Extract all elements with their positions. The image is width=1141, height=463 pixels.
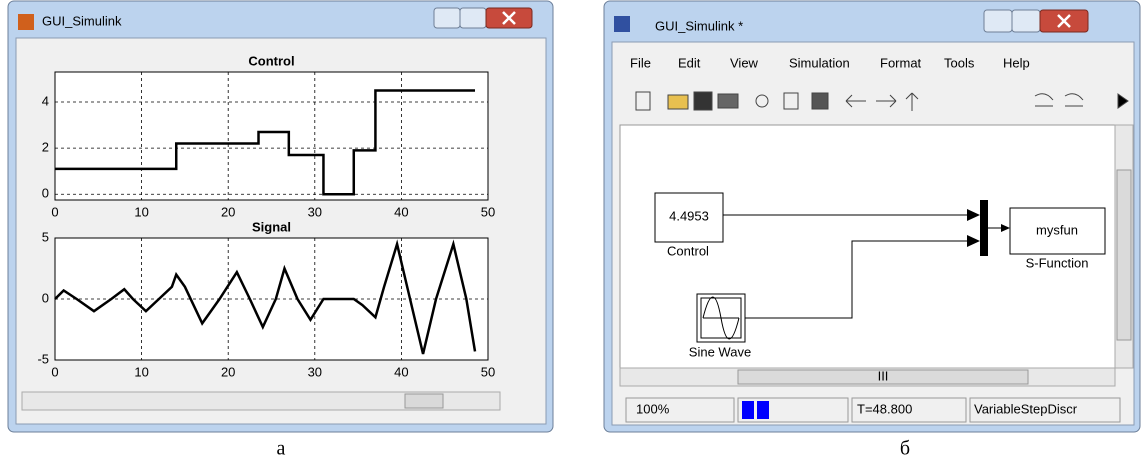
- window-title: GUI_Simulink *: [655, 18, 743, 33]
- maximize-button[interactable]: [1011, 9, 1041, 33]
- y-tick-label: -5: [37, 351, 49, 366]
- line: [745, 240, 970, 319]
- arrow: [1001, 224, 1010, 232]
- app-icon: [18, 14, 34, 30]
- chart-title: Control: [248, 53, 294, 68]
- scroll-thumb[interactable]: [404, 393, 444, 409]
- y-tick-label: 0: [42, 186, 49, 201]
- x-tick-label: 10: [134, 364, 148, 379]
- y-tick-label: 4: [42, 93, 49, 108]
- open-icon[interactable]: [667, 94, 689, 110]
- menu-item[interactable]: File: [630, 55, 651, 70]
- constant-block[interactable]: [654, 192, 724, 243]
- x-tick-label: 30: [308, 364, 322, 379]
- x-tick-label: 10: [134, 204, 148, 219]
- status-cell: [851, 397, 967, 423]
- status-zoom: 100%: [636, 401, 670, 416]
- plot-area: [55, 72, 488, 200]
- menu-bar: File Edit View Simulation Format Tools Help: [630, 55, 1030, 70]
- redo-icon[interactable]: [1064, 93, 1084, 107]
- status-cell: [737, 397, 849, 423]
- y-tick-label: 2: [42, 140, 49, 155]
- window-title: GUI_Simulink: [42, 13, 122, 28]
- block-label: 4.4953: [669, 208, 709, 223]
- toolbar: [635, 91, 1129, 111]
- menu-item[interactable]: View: [730, 55, 759, 70]
- arrows: [967, 209, 1010, 247]
- x-tick-label: 40: [394, 364, 408, 379]
- v-scroll-thumb[interactable]: [1116, 169, 1132, 341]
- copy-icon[interactable]: [783, 92, 799, 110]
- chart-title: Signal: [252, 219, 291, 234]
- minimize-button[interactable]: [433, 7, 461, 29]
- menu-item[interactable]: Edit: [678, 55, 701, 70]
- app-icon: [614, 16, 630, 32]
- x-tick-label: 50: [481, 204, 495, 219]
- minimize-button[interactable]: [983, 9, 1013, 33]
- signal-lines: [723, 214, 1003, 319]
- block-label: mysfun: [1036, 222, 1078, 237]
- block-caption: Sine Wave: [689, 344, 751, 359]
- progress-block: [742, 401, 754, 419]
- sine-inner: [700, 297, 742, 339]
- save-icon[interactable]: [693, 91, 713, 111]
- arrow: [967, 209, 980, 221]
- h-scrollbar[interactable]: [21, 391, 501, 411]
- x-tick-label: 20: [221, 204, 235, 219]
- up-icon[interactable]: [905, 92, 919, 111]
- x-tick-label: 0: [51, 364, 58, 379]
- new-icon[interactable]: [635, 91, 651, 111]
- sfunction-block[interactable]: [1009, 207, 1106, 255]
- menu-item[interactable]: Tools: [944, 55, 975, 70]
- block-caption: Control: [667, 243, 709, 258]
- cut-icon[interactable]: [755, 94, 769, 108]
- right-window: GUI_Simulink * File Edit View Simulation For…: [603, 0, 1141, 433]
- mux-block[interactable]: [980, 200, 988, 256]
- plot-border: [54, 71, 489, 201]
- status-cell: [969, 397, 1121, 423]
- x-tick-label: 50: [481, 364, 495, 379]
- status-solver: VariableStepDiscr: [974, 401, 1078, 416]
- data-line: [54, 239, 477, 355]
- block-caption: S-Function: [1026, 255, 1089, 270]
- scroll-grip: III: [878, 368, 889, 383]
- status-cell: [625, 397, 735, 423]
- x-tick-label: 20: [221, 364, 235, 379]
- arrow: [967, 235, 980, 247]
- close-icon: [502, 11, 516, 25]
- print-icon[interactable]: [717, 93, 739, 109]
- data-line: [55, 89, 476, 196]
- status-time: T=48.800: [857, 401, 912, 416]
- back-icon[interactable]: [845, 94, 866, 108]
- menu-item[interactable]: Help: [1003, 55, 1030, 70]
- x-tick-label: 30: [308, 204, 322, 219]
- menu-item[interactable]: Format: [880, 55, 922, 70]
- x-tick-label: 40: [394, 204, 408, 219]
- x-tick-label: 0: [51, 204, 58, 219]
- close-icon: [1057, 14, 1071, 28]
- sine-icon: [702, 296, 740, 340]
- caption: а: [277, 438, 286, 460]
- paste-icon[interactable]: [811, 92, 829, 110]
- undo-icon[interactable]: [1034, 93, 1054, 107]
- progress-block: [757, 401, 769, 419]
- y-tick-label: 0: [42, 290, 49, 305]
- maximize-button[interactable]: [459, 7, 487, 29]
- h-scroll-thumb[interactable]: [737, 369, 1029, 385]
- menu-item[interactable]: Simulation: [789, 55, 850, 70]
- forward-icon[interactable]: [876, 94, 897, 108]
- y-tick-label: 5: [42, 229, 49, 244]
- more-icon[interactable]: [1117, 93, 1129, 109]
- caption: б: [900, 438, 910, 460]
